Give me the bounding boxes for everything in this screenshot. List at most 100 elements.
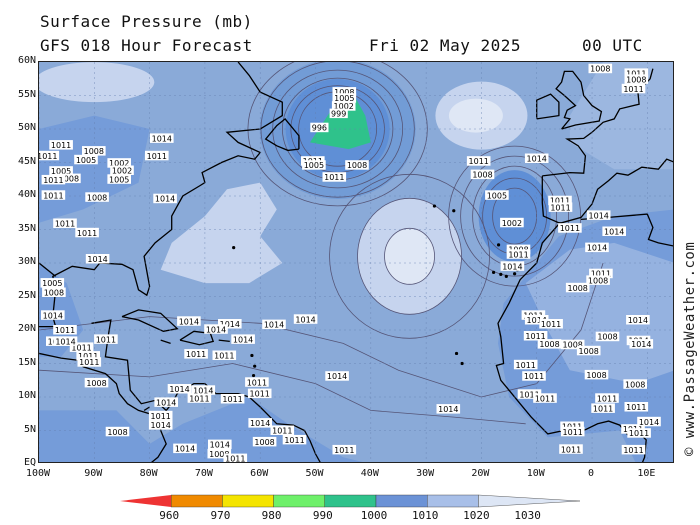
pressure-label: 1008 [84, 147, 104, 156]
pressure-label-box [105, 426, 130, 437]
pressure-label: 1014 [628, 316, 648, 325]
pressure-label: 1008 [597, 333, 617, 342]
longitude-label: 30W [416, 468, 435, 479]
pressure-label-box [602, 226, 626, 236]
pressure-label-box [548, 195, 572, 206]
pressure-label-box [533, 393, 557, 403]
pressure-label-box [153, 193, 177, 204]
pressure-label-box [85, 192, 109, 202]
pressure-label: 1011 [563, 428, 583, 437]
pressure-label-box [282, 434, 307, 445]
coastline [160, 339, 171, 345]
coastline [39, 262, 57, 277]
longitude-label: 90W [84, 468, 103, 479]
pressure-label: 1011 [519, 390, 539, 399]
pressure-label: 1011 [626, 69, 646, 78]
colorbar-label: 1000 [360, 509, 388, 522]
pressure-label-box [539, 319, 563, 329]
latitude-label: 20N [17, 323, 36, 334]
longitude-label: 60W [250, 468, 269, 479]
pressure-label-box [332, 93, 357, 103]
coastline [264, 117, 300, 152]
pressure-label: 1008 [568, 284, 588, 293]
pressure-label-box [345, 160, 369, 170]
pressure-label: 1008 [588, 276, 608, 285]
pressure-label: 1011 [71, 343, 91, 352]
pressure-label-box [329, 108, 348, 119]
pressure-label-box [77, 357, 102, 367]
coastline [143, 406, 150, 411]
pressure-label: 1011 [96, 335, 116, 344]
longitude-label: 40W [360, 468, 379, 479]
island-marker [492, 270, 496, 274]
pressure-map: 1008100510029999961011100810051011101410… [38, 61, 674, 463]
colorbar-label: 990 [312, 509, 333, 522]
pressure-label-box [595, 393, 619, 403]
island-marker [232, 245, 236, 250]
pressure-label: 1011 [541, 320, 561, 329]
pressure-label-box [57, 173, 81, 184]
pressure-label-box [500, 261, 525, 271]
pressure-label: 1011 [516, 361, 536, 370]
pressure-label-box [53, 336, 78, 346]
pressure-label-box [522, 371, 546, 381]
coastline [179, 330, 215, 346]
island-marker [251, 373, 256, 378]
pressure-label-box [231, 334, 255, 344]
coastline [218, 339, 230, 343]
pressure-label: 1014 [206, 325, 226, 334]
pressure-labels: 1008100510029999961011100810051011101410… [39, 63, 661, 463]
island-marker [460, 361, 464, 366]
pressure-label-box [513, 359, 538, 370]
pressure-label-box [150, 133, 174, 143]
pressure-label: 1002 [334, 102, 354, 111]
colorbar-segment [222, 494, 274, 508]
colorbar-label: 1010 [411, 509, 439, 522]
pressure-label: 1014 [151, 421, 171, 430]
longitude-label: 50W [305, 468, 324, 479]
pressure-label: 1011 [550, 203, 570, 212]
pressure-label-box [262, 319, 286, 330]
coastline [91, 319, 321, 462]
pressure-label-box [212, 350, 237, 360]
pressure-label-box [245, 377, 269, 387]
pressure-label: 1014 [233, 335, 253, 344]
pressure-label: 1005 [334, 94, 354, 103]
island-marker [513, 272, 517, 276]
credit-text: © www.PassageWeather.com [682, 242, 698, 456]
pressure-label-box [107, 174, 131, 184]
forecast-time: 00 UTC [582, 36, 643, 55]
pressure-label-box [248, 418, 272, 428]
pressure-label-box [506, 249, 531, 259]
pressure-label: 1005 [42, 279, 62, 288]
pressure-label-box [485, 190, 509, 200]
latitude-label: EQ [23, 457, 36, 468]
pressure-label-box [624, 74, 649, 84]
pressure-label-box [466, 156, 491, 166]
longitude-label: 10E [637, 468, 656, 479]
pressure-label: 1014 [210, 441, 230, 450]
isobar-iberian-low [460, 155, 570, 277]
latitude-label: 45N [17, 155, 36, 167]
pressure-label: 1011 [626, 403, 646, 412]
pressure-label-box [560, 426, 585, 437]
colorbar-segment [273, 494, 326, 508]
pressure-label: 1011 [593, 404, 613, 413]
pressure-label-box [558, 223, 582, 233]
pressure-label-box [470, 169, 495, 180]
pressure-label: 1011 [225, 455, 245, 463]
pressure-label: 1014 [250, 419, 270, 428]
pressure-label-box [41, 310, 65, 320]
pressure-label: 1014 [295, 315, 315, 324]
pressure-label: 1011 [55, 326, 75, 335]
colorbar-label: 1020 [463, 509, 490, 522]
pressure-label: 1008 [209, 450, 229, 459]
longitude-label: 0 [588, 468, 595, 479]
colorbar-label: 980 [261, 509, 282, 522]
pressure-label-box [204, 324, 228, 334]
pressure-label: 1011 [623, 85, 643, 94]
pressure-label: 1011 [250, 390, 270, 399]
pressure-label-box [69, 342, 94, 352]
pressure-label-box [524, 315, 549, 325]
pressure-label-box [559, 444, 583, 454]
